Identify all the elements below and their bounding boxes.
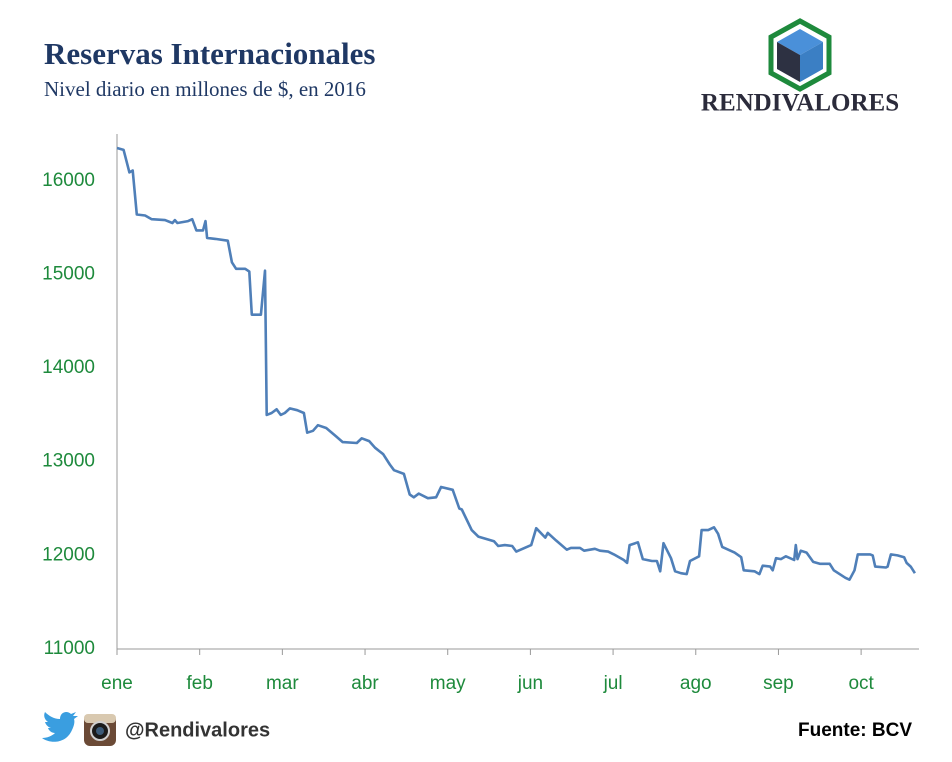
y-tick-label: 14000 (42, 357, 95, 378)
y-tick-label: 13000 (42, 451, 95, 472)
logo-icon (768, 18, 832, 92)
x-tick-label: feb (186, 673, 212, 694)
x-tick-label: ago (680, 673, 712, 694)
x-tick-label: abr (351, 673, 379, 694)
data-line (116, 146, 916, 581)
x-tick-label: jul (603, 673, 623, 694)
instagram-icon (84, 714, 116, 746)
x-tick-label: ene (101, 673, 133, 694)
y-tick-label: 11000 (44, 638, 95, 659)
x-tick-label: may (430, 673, 466, 694)
x-tick-label: oct (848, 673, 874, 694)
source: Fuente: BCV (798, 720, 912, 741)
x-tick-label: mar (266, 673, 299, 694)
chart-title: Reservas Internacionales (44, 36, 375, 71)
x-tick-label: sep (763, 673, 794, 694)
y-tick-label: 12000 (42, 544, 95, 565)
twitter-icon (42, 711, 78, 742)
y-tick-label: 15000 (42, 263, 95, 284)
social-handle: @Rendivalores (125, 719, 270, 741)
chart-subtitle: Nivel diario en millones de $, en 2016 (44, 77, 366, 101)
brand-name: RENDIVALORES (701, 90, 899, 117)
y-tick-label: 16000 (42, 170, 95, 191)
x-tick-label: jun (517, 673, 543, 694)
